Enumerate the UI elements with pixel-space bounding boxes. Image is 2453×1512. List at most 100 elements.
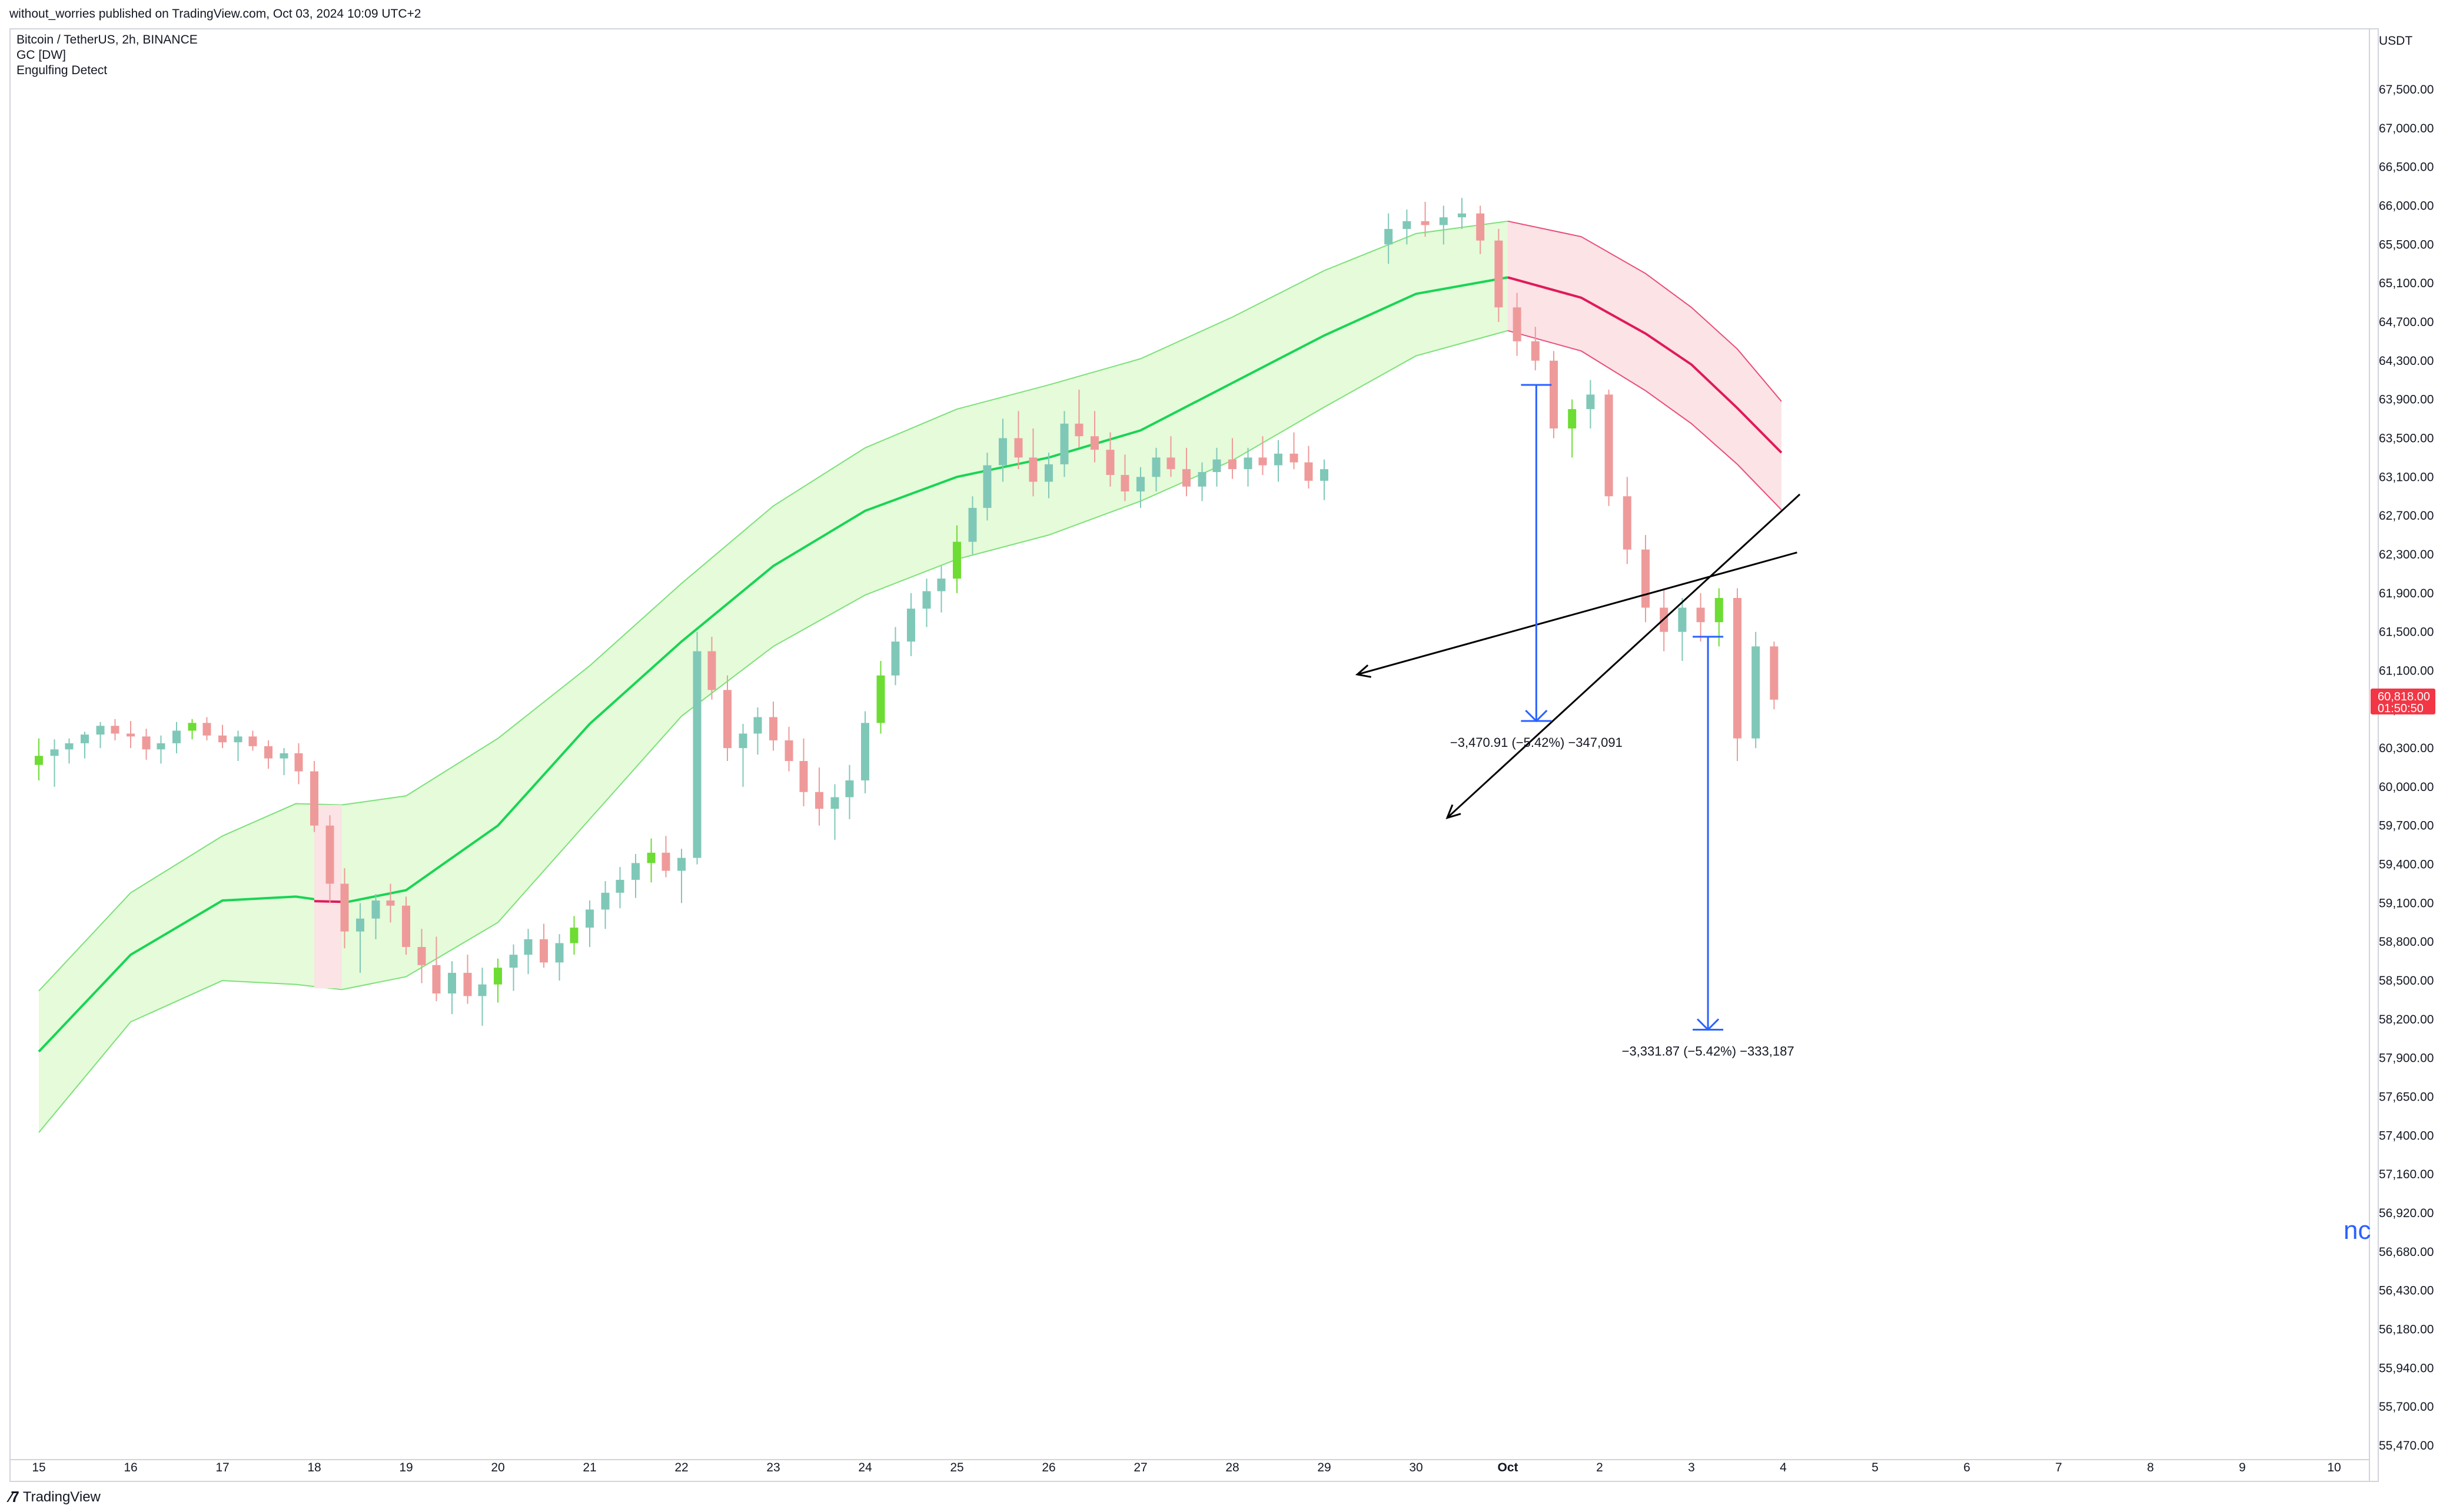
indicator-engulfing[interactable]: Engulfing Detect: [16, 64, 108, 77]
projection-band-fill: [1508, 221, 1781, 510]
candle-body: [616, 879, 624, 893]
candle-body: [96, 726, 105, 735]
candle-body: [1568, 409, 1577, 428]
candle-body: [111, 726, 119, 734]
candle-body: [1458, 213, 1466, 218]
price-tick-label: 62,700.00: [2379, 509, 2434, 523]
candle-body: [509, 955, 518, 968]
chart-frame: [9, 28, 2379, 1482]
trendline-arrowhead: [1355, 664, 1372, 678]
candle-body: [1060, 423, 1069, 464]
time-tick-label: 23: [766, 1461, 780, 1474]
indicator-gc[interactable]: GC [DW]: [16, 48, 66, 62]
candle-body: [1304, 462, 1313, 481]
candle-body: [310, 771, 318, 826]
candle-body: [463, 972, 472, 996]
time-tick-label: 22: [674, 1461, 688, 1474]
price-tick-label: 60,000.00: [2379, 780, 2434, 794]
price-tick-label: 64,300.00: [2379, 354, 2434, 368]
time-tick-label: 3: [1688, 1461, 1695, 1474]
measure-arrowhead: [1697, 1018, 1720, 1031]
last-price-badge: [2371, 688, 2435, 715]
price-tick-label: 63,100.00: [2379, 470, 2434, 484]
brand-name: TradingView: [22, 1488, 101, 1505]
candle-body: [1014, 438, 1023, 458]
candle-body: [631, 863, 640, 880]
footer-brand[interactable]: ⁄7 TradingView: [9, 1488, 101, 1506]
candle-body: [830, 797, 839, 809]
price-tick-label: 58,800.00: [2379, 935, 2434, 949]
candle-body: [172, 730, 181, 743]
candle-body: [1075, 423, 1083, 437]
bear-band-midline: [314, 900, 342, 903]
time-tick-label: 17: [215, 1461, 229, 1474]
time-tick-label: 15: [32, 1461, 45, 1474]
price-tick-label: 55,470.00: [2379, 1439, 2434, 1453]
candle-body: [570, 928, 579, 943]
candle-body: [1166, 457, 1175, 470]
candle-body: [1623, 496, 1631, 550]
trend-band-midline: [38, 276, 1508, 1053]
price-tick-label: 67,000.00: [2379, 122, 2434, 135]
candle-body: [1244, 457, 1252, 470]
price-tick-label: 66,000.00: [2379, 199, 2434, 212]
time-tick-label: 29: [1317, 1461, 1331, 1474]
candle-body: [647, 852, 656, 863]
candle-body: [937, 579, 946, 591]
price-tick-label: 65,500.00: [2379, 238, 2434, 251]
price-tick-label: 57,650.00: [2379, 1091, 2434, 1104]
time-tick-label: 7: [2055, 1461, 2062, 1474]
tradingview-logo-icon: ⁄7: [9, 1488, 19, 1506]
candle-body: [81, 735, 89, 743]
candle-body: [1696, 607, 1705, 623]
candle-body: [1604, 394, 1613, 497]
price-tick-label: 57,400.00: [2379, 1129, 2434, 1142]
symbol-title[interactable]: Bitcoin / TetherUS, 2h, BINANCE: [16, 33, 198, 46]
candle-body: [1531, 341, 1540, 361]
candle-body: [876, 675, 885, 723]
candle-body: [248, 736, 257, 746]
candle-body: [371, 900, 380, 919]
candle-body: [1091, 436, 1099, 450]
candle-body: [1274, 453, 1282, 466]
candle-body: [677, 858, 686, 871]
time-tick-label: 21: [583, 1461, 596, 1474]
candle-body: [1198, 472, 1206, 487]
price-tick-label: 66,500.00: [2379, 161, 2434, 174]
price-tick-label: 64,700.00: [2379, 315, 2434, 329]
candle-body: [723, 690, 732, 749]
price-tick-label: 61,500.00: [2379, 626, 2434, 639]
price-tick-label: 57,160.00: [2379, 1168, 2434, 1181]
candle-body: [234, 736, 242, 743]
time-tick-label: 20: [491, 1461, 504, 1474]
candle-body: [799, 761, 808, 792]
candle-body: [448, 972, 456, 993]
trend-band-fill: [39, 221, 1508, 1133]
candle-body: [1106, 450, 1115, 475]
price-tick-label: 56,680.00: [2379, 1245, 2434, 1259]
projection-band-upper: [1507, 220, 1782, 402]
time-tick-label: 28: [1225, 1461, 1239, 1474]
candle-body: [1320, 469, 1328, 481]
candle-body: [1641, 549, 1650, 608]
price-tick-label: 65,100.00: [2379, 277, 2434, 290]
candle-body: [356, 918, 364, 932]
price-tick-label: 56,920.00: [2379, 1207, 2434, 1220]
candle-body: [478, 984, 487, 996]
candle-body: [65, 743, 74, 750]
candle-body: [218, 735, 227, 743]
candle-body: [1029, 457, 1038, 482]
candle-body: [586, 909, 594, 928]
candle-body: [785, 740, 793, 762]
candle-body: [1550, 360, 1558, 428]
time-tick-label: 16: [124, 1461, 137, 1474]
candle-body: [294, 753, 303, 772]
time-tick-label: 27: [1134, 1461, 1147, 1474]
last-price-label: 60,818.00: [2378, 690, 2430, 703]
candle-body: [1289, 453, 1298, 463]
candle-body: [861, 723, 869, 780]
candle-body: [157, 743, 165, 750]
candle-body: [1384, 228, 1393, 245]
price-tick-label: 58,200.00: [2379, 1013, 2434, 1026]
